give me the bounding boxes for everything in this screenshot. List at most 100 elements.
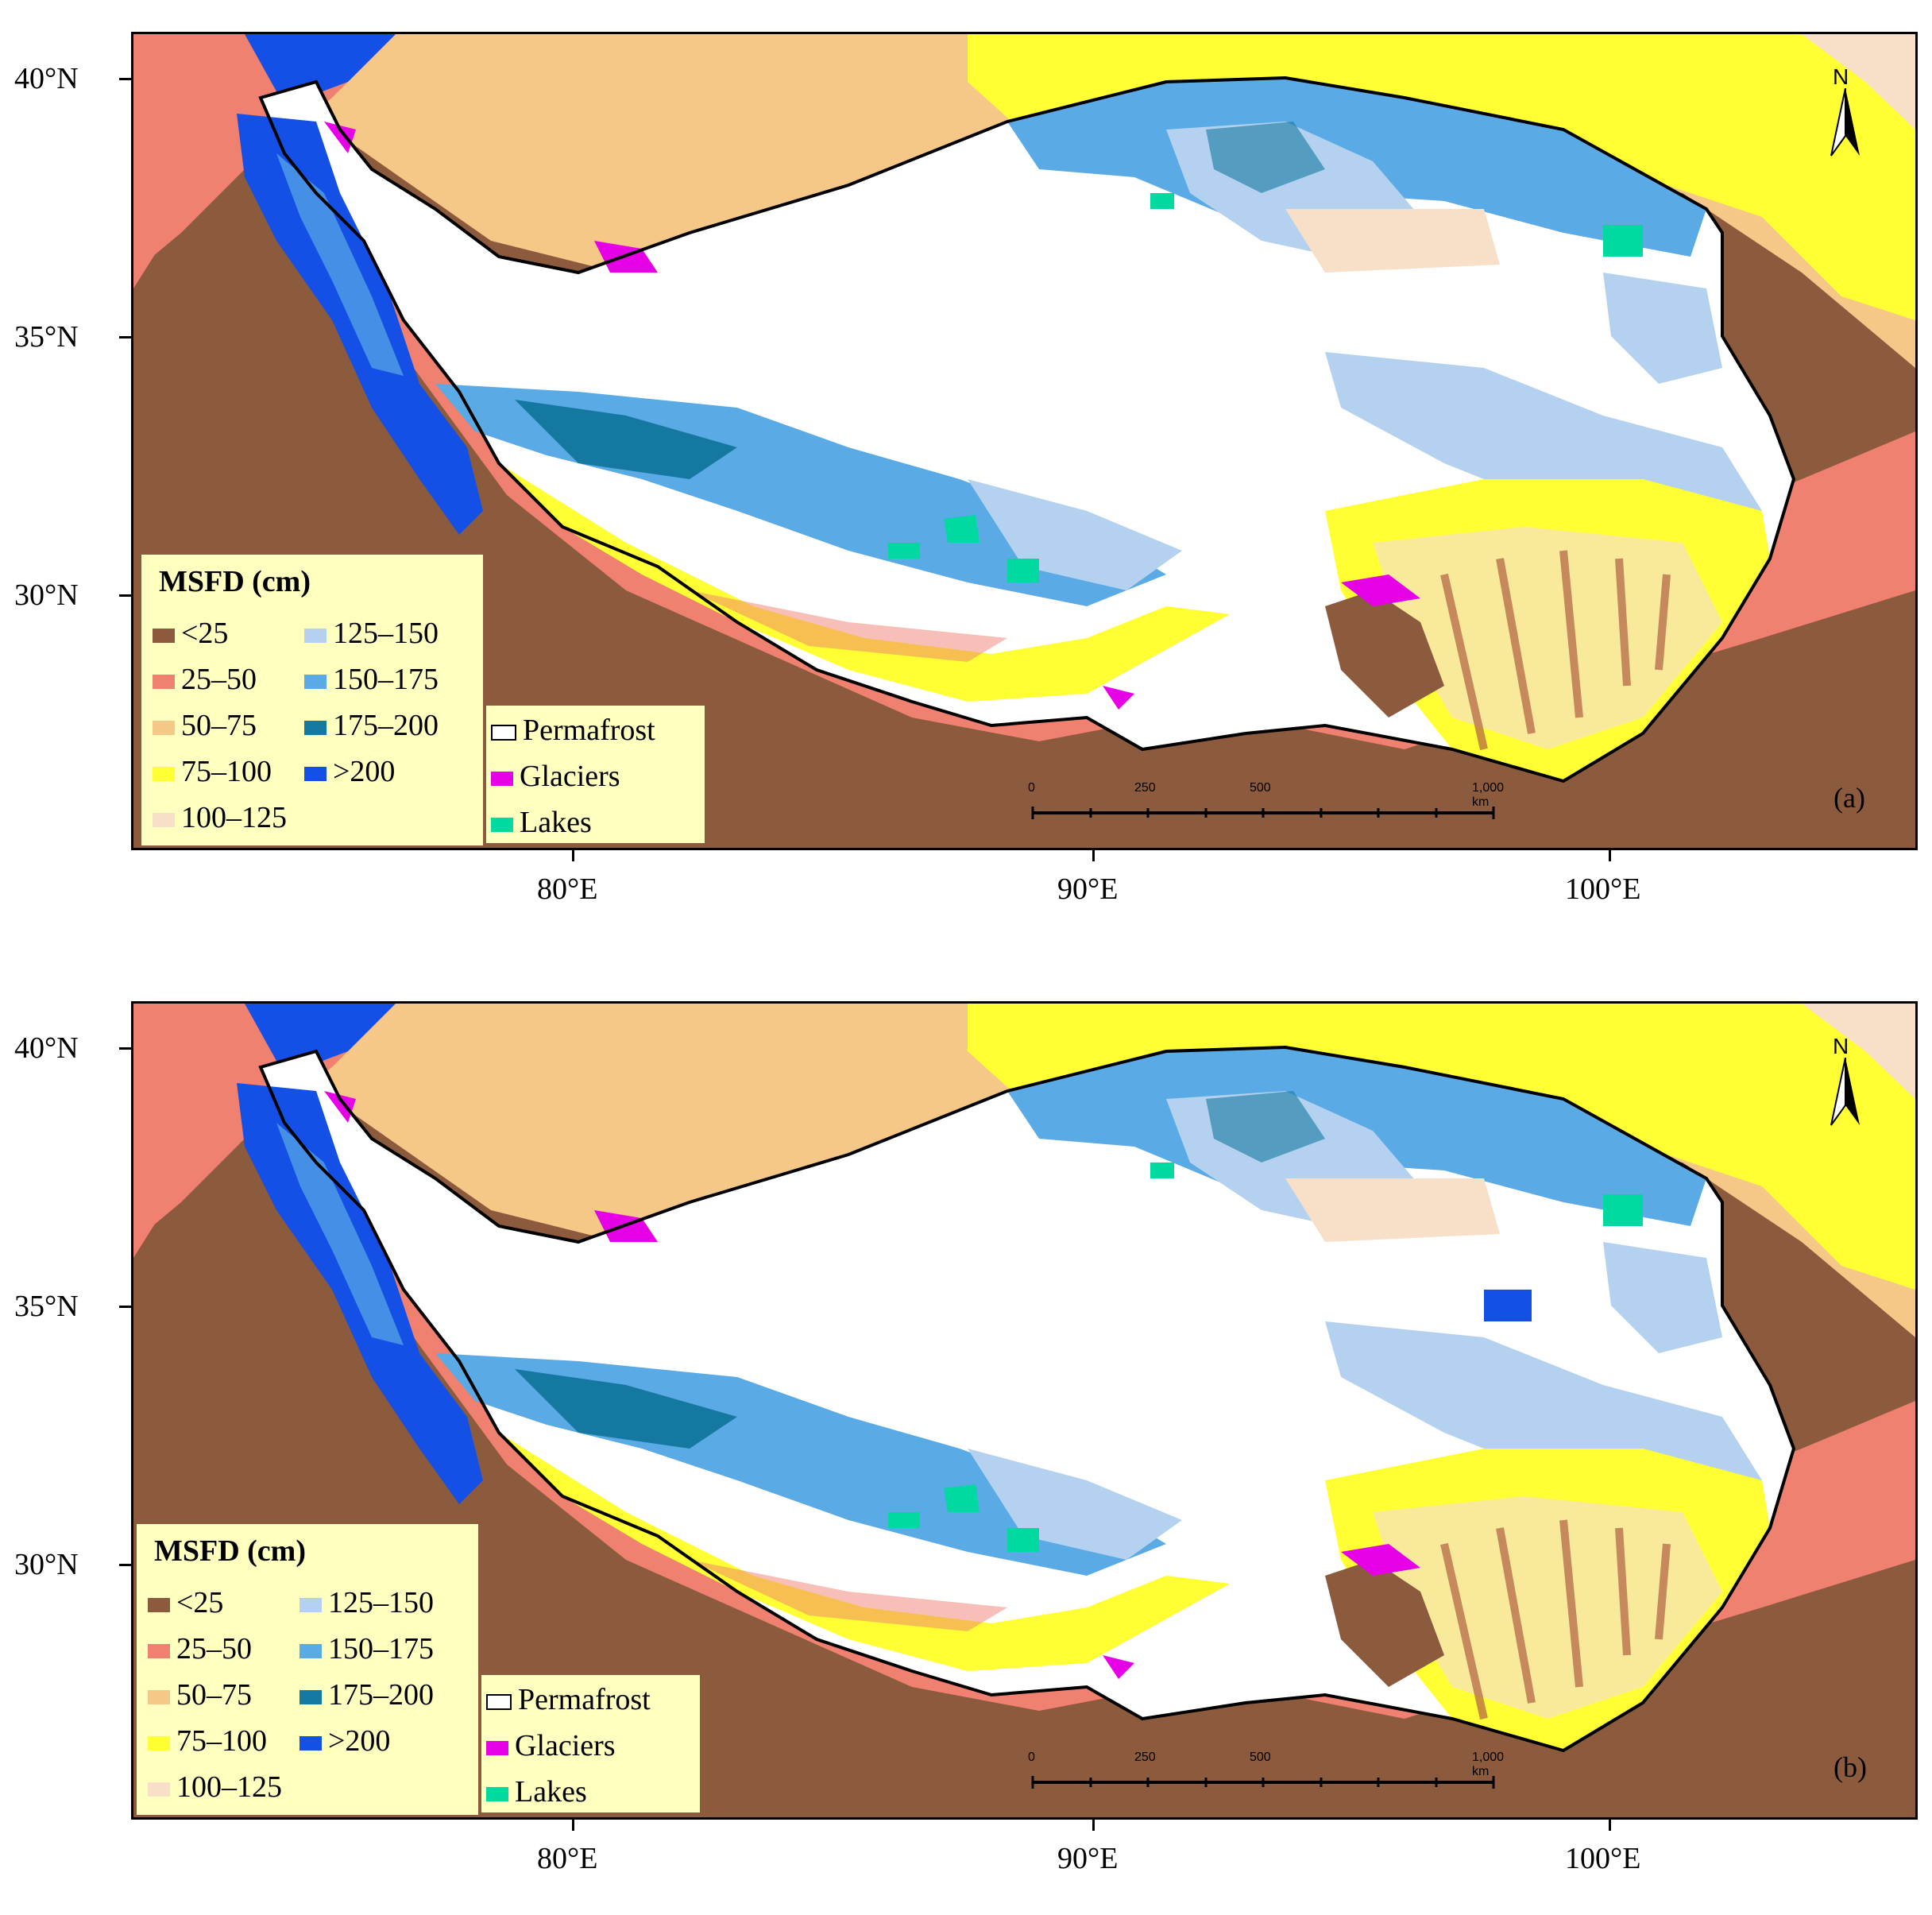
legend-item-label: 50–75: [176, 1678, 252, 1712]
legend-item: 125–150: [304, 618, 439, 648]
legend-item: Glaciers: [491, 761, 620, 791]
legend-item-label: 125–150: [333, 617, 439, 650]
legend-msfd: MSFD (cm) <25 25–50 50–75 75–100 100–125…: [137, 1524, 478, 1815]
lat-label-30: 30°N: [14, 1548, 79, 1581]
legend-swatch: [486, 1694, 512, 1711]
legend-swatch: [304, 629, 327, 644]
lon-tick: [1092, 850, 1095, 861]
scale-bar: 0 250 500 1,000 km: [1028, 781, 1508, 837]
scale-bar-line: [1031, 807, 1495, 819]
legend-item: Permafrost: [486, 1685, 651, 1715]
scale-bar-line: [1031, 1776, 1495, 1789]
legend-swatch: [304, 675, 327, 690]
legend-swatch: [304, 721, 327, 736]
legend-item: 150–175: [304, 664, 439, 694]
lon-label-100: 100°E: [1565, 872, 1641, 906]
lat-label-40: 40°N: [14, 1031, 79, 1065]
legend-item-label: Lakes: [515, 1775, 587, 1809]
legend-swatch: [304, 767, 327, 782]
legend-item-label: 175–200: [333, 709, 439, 742]
legend-swatch: [299, 1644, 322, 1659]
lat-label-35: 35°N: [14, 320, 79, 354]
legend-swatch: [299, 1690, 322, 1705]
legend-swatch: [148, 1598, 170, 1613]
legend-swatch: [491, 725, 516, 741]
lat-tick: [119, 1564, 131, 1566]
legend-swatch: [153, 629, 175, 644]
legend-item-label: 75–100: [176, 1724, 267, 1758]
legend-item-label: >200: [328, 1724, 391, 1758]
legend-item: 100–125: [153, 803, 287, 833]
legend-item: 50–75: [153, 710, 257, 741]
legend-item-label: Lakes: [520, 806, 592, 839]
map-panel-a: 40°N 35°N 30°N: [0, 0, 1932, 946]
legend-swatch: [491, 772, 513, 787]
scale-label-250: 250: [1134, 1751, 1156, 1764]
legend-item: Lakes: [491, 807, 592, 838]
legend-item: 150–175: [299, 1634, 434, 1664]
lat-tick: [119, 594, 131, 597]
legend-title: MSFD (cm): [159, 565, 311, 598]
legend-swatch: [148, 1690, 170, 1705]
scale-bar: 0 250 500 1,000 km: [1028, 1751, 1508, 1806]
legend-item: 50–75: [148, 1680, 252, 1710]
scale-label-500: 500: [1250, 781, 1271, 795]
scale-label-1000: 1,000 km: [1472, 1751, 1505, 1778]
legend-item-label: Permafrost: [518, 1683, 651, 1716]
north-arrow-icon: [1830, 88, 1860, 157]
legend-swatch: [153, 675, 175, 690]
lon-tick: [1609, 850, 1611, 861]
lon-tick: [1092, 1820, 1095, 1831]
legend-item-label: 175–200: [328, 1678, 434, 1712]
map-panel-b: 40°N 35°N 30°N: [0, 969, 1932, 1915]
legend-item: Permafrost: [491, 715, 655, 745]
lon-label-100: 100°E: [1565, 1842, 1641, 1875]
legend-item-label: <25: [176, 1586, 224, 1619]
legend-item: 125–150: [299, 1588, 434, 1618]
north-arrow: N: [1822, 64, 1869, 160]
legend-item: Lakes: [486, 1777, 587, 1807]
legend-item: 75–100: [148, 1726, 267, 1756]
legend-item-label: Glaciers: [515, 1729, 616, 1762]
legend-item-label: 75–100: [181, 755, 272, 788]
legend-item: Glaciers: [486, 1731, 616, 1761]
scale-label-500: 500: [1250, 1751, 1271, 1764]
legend-item-label: 150–175: [333, 663, 439, 696]
legend-item: 175–200: [304, 710, 439, 741]
legend-item: 25–50: [153, 664, 257, 694]
legend-item: >200: [304, 756, 395, 787]
scale-label-0: 0: [1028, 781, 1035, 795]
lon-tick: [572, 1820, 574, 1831]
lon-label-90: 90°E: [1057, 1842, 1119, 1875]
legend-item-label: >200: [333, 755, 396, 788]
lat-label-40: 40°N: [14, 62, 79, 95]
legend-swatch: [491, 818, 513, 833]
legend-item: 175–200: [299, 1680, 434, 1710]
legend-swatch: [486, 1787, 508, 1802]
legend-swatch: [299, 1736, 322, 1751]
legend-item-label: 150–175: [328, 1632, 434, 1665]
legend-overlays: Permafrost Glaciers Lakes: [481, 1675, 700, 1812]
legend-item: 75–100: [153, 756, 272, 787]
legend-swatch: [299, 1598, 322, 1613]
lat-tick: [119, 336, 131, 339]
legend-item-label: 125–150: [328, 1586, 434, 1619]
north-label: N: [1833, 1034, 1849, 1058]
north-label: N: [1833, 64, 1849, 89]
legend-item: 25–50: [148, 1634, 252, 1664]
legend-item-label: 100–125: [181, 801, 287, 834]
legend-item: <25: [148, 1588, 223, 1618]
panel-tag: (a): [1833, 782, 1865, 814]
lon-label-90: 90°E: [1057, 872, 1119, 906]
panel-tag: (b): [1833, 1751, 1867, 1783]
north-arrow: N: [1822, 1034, 1869, 1129]
scale-label-0: 0: [1028, 1751, 1035, 1764]
scale-label-1000: 1,000 km: [1472, 781, 1505, 809]
legend-swatch: [153, 813, 175, 828]
legend-item-label: Permafrost: [523, 714, 655, 747]
lat-label-35: 35°N: [14, 1290, 79, 1323]
lat-tick: [119, 1306, 131, 1308]
legend-item-label: 50–75: [181, 709, 257, 742]
legend-swatch: [486, 1741, 508, 1756]
lat-label-30: 30°N: [14, 578, 79, 612]
